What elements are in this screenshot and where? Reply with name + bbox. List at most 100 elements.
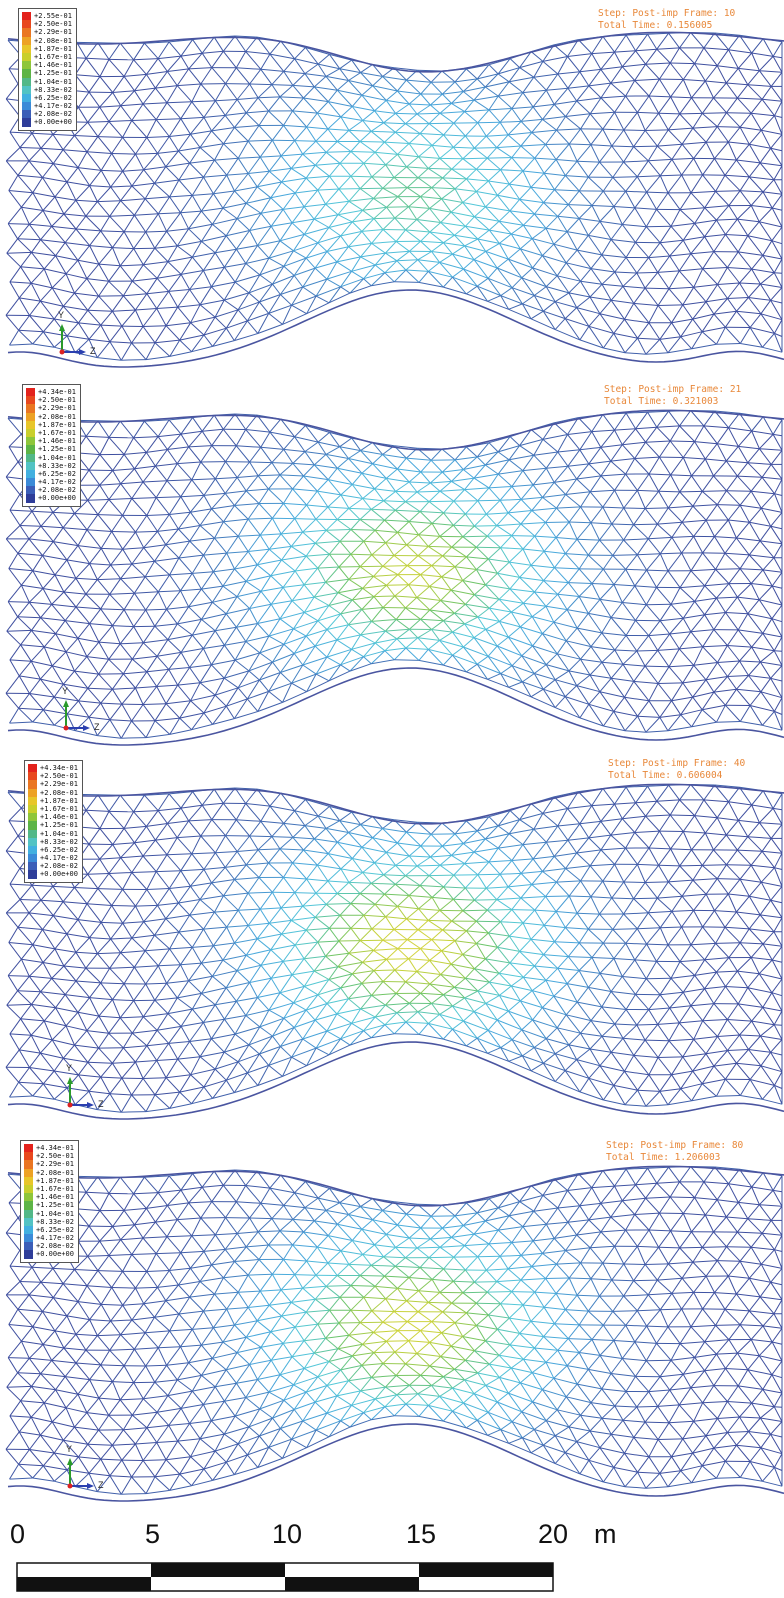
legend-swatch (26, 454, 35, 462)
legend-swatch (24, 1226, 33, 1234)
legend-swatch (28, 805, 37, 813)
axis-triad-icon (56, 692, 116, 742)
legend-entry: +1.67e-01 (24, 1185, 74, 1193)
legend-swatch (22, 12, 31, 20)
legend-value: +1.25e-01 (38, 445, 76, 453)
legend-entry: +1.46e-01 (26, 437, 76, 445)
legend-value: +1.46e-01 (40, 813, 78, 821)
legend-swatch (22, 118, 31, 126)
legend-value: +1.25e-01 (36, 1201, 74, 1209)
legend-value: +2.55e-01 (34, 12, 72, 20)
step-frame-label: Step: Post-imp Frame: 21 (604, 384, 741, 396)
legend-value: +1.87e-01 (34, 45, 72, 53)
legend-value: +2.50e-01 (38, 396, 76, 404)
legend-entry: +4.17e-02 (24, 1234, 74, 1242)
legend-entry: +4.34e-01 (26, 388, 76, 396)
legend-value: +4.34e-01 (38, 388, 76, 396)
legend-entry: +0.00e+00 (24, 1250, 74, 1258)
total-time-label: Total Time: 0.321003 (604, 396, 741, 408)
legend-swatch (26, 413, 35, 421)
legend-entry: +0.00e+00 (26, 494, 76, 502)
step-info: Step: Post-imp Frame: 10 Total Time: 0.15… (598, 8, 735, 32)
legend-entry: +0.00e+00 (22, 118, 72, 126)
step-info: Step: Post-imp Frame: 40 Total Time: 0.60… (608, 758, 745, 782)
legend-swatch (22, 45, 31, 53)
legend-value: +2.08e-02 (40, 862, 78, 870)
legend-value: +2.50e-01 (34, 20, 72, 28)
legend-swatch (22, 110, 31, 118)
legend-value: +4.34e-01 (40, 764, 78, 772)
legend-entry: +2.08e-01 (24, 1169, 74, 1177)
legend-value: +1.04e-01 (38, 454, 76, 462)
axis-triad-icon (60, 1069, 120, 1119)
legend-entry: +2.08e-02 (26, 486, 76, 494)
legend-entry: +1.04e-01 (26, 454, 76, 462)
axis-z-label: Z (94, 722, 100, 732)
legend-value: +2.08e-01 (38, 413, 76, 421)
legend-value: +2.08e-02 (38, 486, 76, 494)
legend-swatch (26, 429, 35, 437)
legend-entry: +4.34e-01 (24, 1144, 74, 1152)
legend-entry: +8.33e-02 (26, 462, 76, 470)
legend-entry: +1.25e-01 (24, 1201, 74, 1209)
legend-entry: +1.04e-01 (28, 830, 78, 838)
legend-value: +1.25e-01 (40, 821, 78, 829)
legend-swatch (28, 797, 37, 805)
legend-entry: +6.25e-02 (22, 94, 72, 102)
legend-swatch (22, 53, 31, 61)
legend-value: +2.08e-01 (34, 37, 72, 45)
legend-value: +2.50e-01 (36, 1152, 74, 1160)
legend-value: +2.08e-02 (36, 1242, 74, 1250)
legend-swatch (26, 437, 35, 445)
legend-swatch (26, 388, 35, 396)
legend-value: +1.04e-01 (34, 78, 72, 86)
scale-bar: 0 5 10 15 20 m (0, 1505, 784, 1598)
legend-entry: +8.33e-02 (24, 1218, 74, 1226)
legend-entry: +1.25e-01 (26, 445, 76, 453)
legend-value: +1.67e-01 (38, 429, 76, 437)
legend-entry: +2.08e-01 (28, 789, 78, 797)
legend-swatch (24, 1160, 33, 1168)
legend-swatch (24, 1242, 33, 1250)
legend-entry: +6.25e-02 (26, 470, 76, 478)
legend-entry: +1.46e-01 (22, 61, 72, 69)
legend-value: +2.08e-02 (34, 110, 72, 118)
legend-entry: +4.34e-01 (28, 764, 78, 772)
total-time-label: Total Time: 1.206003 (606, 1152, 743, 1164)
legend-swatch (22, 69, 31, 77)
contour-panel-frame-21: +4.34e-01 +2.50e-01 +2.29e-01 +2.08e-01 +1.8… (0, 378, 784, 750)
legend-entry: +1.46e-01 (28, 813, 78, 821)
legend-entry: +2.55e-01 (22, 12, 72, 20)
color-legend: +4.34e-01 +2.50e-01 +2.29e-01 +2.08e-01 +1.8… (24, 760, 83, 883)
legend-value: +0.00e+00 (34, 118, 72, 126)
legend-swatch (26, 421, 35, 429)
legend-swatch (24, 1201, 33, 1209)
legend-entry: +6.25e-02 (28, 846, 78, 854)
legend-entry: +2.29e-01 (22, 28, 72, 36)
legend-swatch (26, 462, 35, 470)
legend-entry: +2.50e-01 (26, 396, 76, 404)
legend-swatch (28, 764, 37, 772)
legend-entry: +1.87e-01 (24, 1177, 74, 1185)
legend-swatch (26, 494, 35, 502)
legend-value: +1.04e-01 (40, 830, 78, 838)
legend-swatch (26, 486, 35, 494)
legend-swatch (24, 1250, 33, 1258)
legend-value: +4.17e-02 (36, 1234, 74, 1242)
legend-swatch (22, 37, 31, 45)
axis-z-label: Z (98, 1480, 104, 1490)
legend-entry: +6.25e-02 (24, 1226, 74, 1234)
legend-value: +4.17e-02 (40, 854, 78, 862)
legend-entry: +2.50e-01 (28, 772, 78, 780)
legend-swatch (28, 870, 37, 878)
color-legend: +4.34e-01 +2.50e-01 +2.29e-01 +2.08e-01 +1.8… (22, 384, 81, 507)
mesh-plot (0, 0, 784, 372)
legend-value: +6.25e-02 (34, 94, 72, 102)
legend-swatch (28, 830, 37, 838)
legend-entry: +2.08e-01 (22, 37, 72, 45)
color-legend: +4.34e-01 +2.50e-01 +2.29e-01 +2.08e-01 +1.8… (20, 1140, 79, 1263)
legend-swatch (22, 61, 31, 69)
total-time-label: Total Time: 0.606004 (608, 770, 745, 782)
axis-y-label: Y (66, 1444, 72, 1454)
legend-swatch (22, 86, 31, 94)
